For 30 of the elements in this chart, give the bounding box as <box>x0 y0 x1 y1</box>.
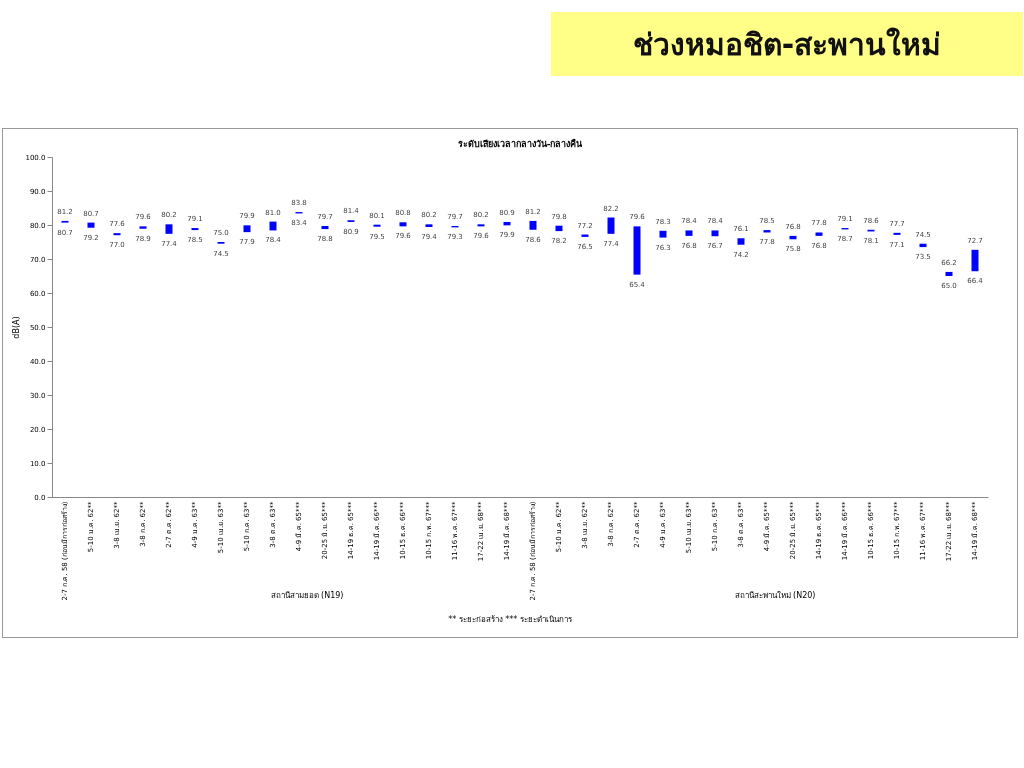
text: สถานีสามยอด (N19) <box>270 591 344 600</box>
bar <box>191 228 199 231</box>
bar <box>373 224 381 227</box>
bar <box>633 226 641 275</box>
bar <box>399 222 407 227</box>
bar <box>529 220 537 230</box>
bar <box>321 226 329 230</box>
text: สถานีสะพานใหม่ (N20) <box>733 590 817 602</box>
bar <box>269 221 277 231</box>
bar <box>971 249 979 272</box>
bar <box>945 271 953 276</box>
bar <box>893 232 901 235</box>
chart-subtitle: ระดับเสียงเวลากลางวัน-กลางคืน <box>457 138 584 149</box>
text: ** ระยะก่อสร้าง *** ระยะดำเนินการ <box>447 614 573 626</box>
bar <box>711 230 719 237</box>
bar <box>659 230 667 238</box>
bar <box>165 224 173 234</box>
bar <box>425 224 433 228</box>
bar <box>607 217 615 234</box>
y-axis-title: dB(A) <box>12 316 22 339</box>
bar <box>555 225 563 232</box>
bar <box>815 232 823 236</box>
bar <box>139 226 147 229</box>
bar <box>477 224 485 227</box>
chart-title: ช่วงหมอชิต-สะพานใหม่ <box>551 12 1023 76</box>
bar <box>113 233 121 236</box>
bar <box>685 230 693 236</box>
bar <box>737 238 745 245</box>
bar <box>243 225 251 233</box>
bar <box>87 222 95 228</box>
